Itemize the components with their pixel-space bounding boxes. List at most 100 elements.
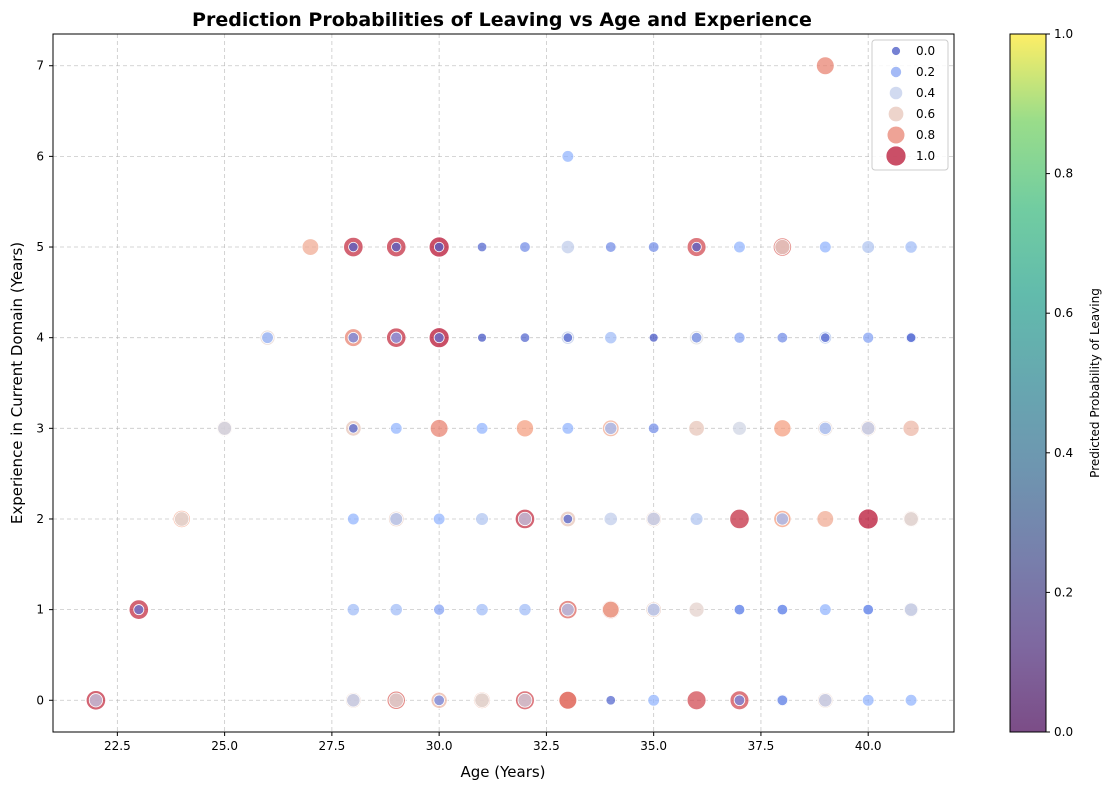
y-axis-ticks: 0 1 2 3 4 5 6 7 <box>36 59 53 707</box>
data-point <box>518 603 532 617</box>
data-point <box>818 421 832 435</box>
data-point <box>561 422 575 435</box>
data-point <box>861 421 876 436</box>
data-point <box>648 332 659 343</box>
data-point <box>688 601 705 618</box>
y-tick-label: 4 <box>36 331 44 345</box>
data-point <box>389 512 404 526</box>
data-point <box>301 238 320 256</box>
data-point <box>517 692 533 708</box>
data-point <box>688 420 705 437</box>
data-point <box>861 693 875 707</box>
colorbar-ticks: 0.0 0.2 0.4 0.6 0.8 1.0 <box>1046 27 1073 739</box>
data-point <box>562 332 574 343</box>
data-point <box>862 603 874 616</box>
legend-box <box>871 39 949 171</box>
data-point <box>558 690 578 710</box>
data-point <box>819 240 832 254</box>
legend-label: 0.4 <box>916 86 935 100</box>
data-point <box>732 420 747 436</box>
data-point <box>603 511 618 527</box>
data-point <box>774 239 791 255</box>
data-point <box>388 692 404 708</box>
data-point <box>904 240 918 254</box>
y-tick-label: 0 <box>36 693 44 707</box>
x-tick-label: 40.0 <box>855 739 882 753</box>
colorbar-tick-label: 0.4 <box>1054 446 1073 460</box>
data-point <box>517 511 533 527</box>
data-point <box>562 513 574 525</box>
data-point <box>347 331 360 344</box>
data-point <box>88 693 104 708</box>
colorbar-tick-label: 0.6 <box>1054 306 1073 320</box>
data-point <box>689 512 704 526</box>
data-point <box>519 241 531 253</box>
data-point <box>861 240 876 254</box>
colorbar-tick-label: 0.0 <box>1054 725 1073 739</box>
data-point <box>686 690 707 711</box>
data-point <box>647 422 660 435</box>
x-tick-label: 32.5 <box>533 739 560 753</box>
data-point <box>474 692 490 708</box>
data-point <box>477 332 487 343</box>
data-point <box>429 419 449 438</box>
legend-marker <box>885 145 907 167</box>
data-point <box>389 422 403 435</box>
data-point <box>773 419 792 438</box>
data-point <box>733 240 746 254</box>
legend: 0.0 0.2 0.4 0.6 0.8 1.0 <box>871 39 949 171</box>
data-point <box>391 241 402 253</box>
x-axis-ticks: 22.5 25.0 27.5 30.0 32.5 35.0 37.5 40.0 <box>104 732 882 753</box>
legend-marker <box>890 66 903 79</box>
data-point <box>605 241 617 253</box>
y-tick-label: 7 <box>36 59 44 73</box>
legend-items: 0.0 0.2 0.4 0.6 0.8 1.0 <box>885 44 935 167</box>
y-tick-label: 2 <box>36 512 44 526</box>
data-point <box>561 602 575 617</box>
data-point <box>690 331 703 344</box>
data-point <box>348 241 359 253</box>
legend-label: 0.6 <box>916 107 935 121</box>
x-tick-label: 30.0 <box>426 739 453 753</box>
data-point <box>217 420 232 436</box>
colorbar-tick-label: 0.2 <box>1054 585 1073 599</box>
data-point <box>390 331 403 344</box>
x-tick-label: 37.5 <box>748 739 775 753</box>
colorbar-tick-label: 0.8 <box>1054 167 1073 181</box>
data-point <box>561 150 575 163</box>
data-point <box>602 600 620 619</box>
data-point <box>775 512 789 526</box>
data-point <box>604 331 618 345</box>
data-point <box>646 511 661 527</box>
data-point <box>433 694 445 706</box>
data-point <box>733 603 746 616</box>
x-tick-label: 22.5 <box>104 739 131 753</box>
data-point <box>433 603 446 616</box>
data-point <box>903 511 919 527</box>
colorbar-label: Predicted Probability of Leaving <box>1088 288 1102 478</box>
data-point <box>903 602 919 617</box>
chart-title: Prediction Probabilities of Leaving vs A… <box>192 9 812 31</box>
data-point <box>433 332 445 344</box>
colorbar: 0.0 0.2 0.4 0.6 0.8 1.0 Predicted Probability… <box>1009 27 1102 739</box>
x-tick-label: 27.5 <box>319 739 346 753</box>
data-point <box>133 604 145 616</box>
legend-label: 0.8 <box>916 128 935 142</box>
colorbar-tick-label: 1.0 <box>1054 27 1073 41</box>
data-point <box>475 603 489 617</box>
data-point <box>857 508 879 530</box>
data-point <box>902 419 920 437</box>
x-tick-label: 25.0 <box>211 739 238 753</box>
legend-marker <box>888 85 904 101</box>
y-tick-label: 6 <box>36 149 44 163</box>
colorbar-gradient <box>1010 34 1046 732</box>
data-point <box>646 602 661 617</box>
x-axis-label: Age (Years) <box>460 763 545 781</box>
legend-label: 0.2 <box>916 65 935 79</box>
data-point <box>604 421 618 435</box>
y-axis-label: Experience in Current Domain (Years) <box>8 242 26 524</box>
data-point <box>475 512 489 526</box>
y-tick-label: 5 <box>36 240 44 254</box>
plot-frame <box>52 33 955 733</box>
